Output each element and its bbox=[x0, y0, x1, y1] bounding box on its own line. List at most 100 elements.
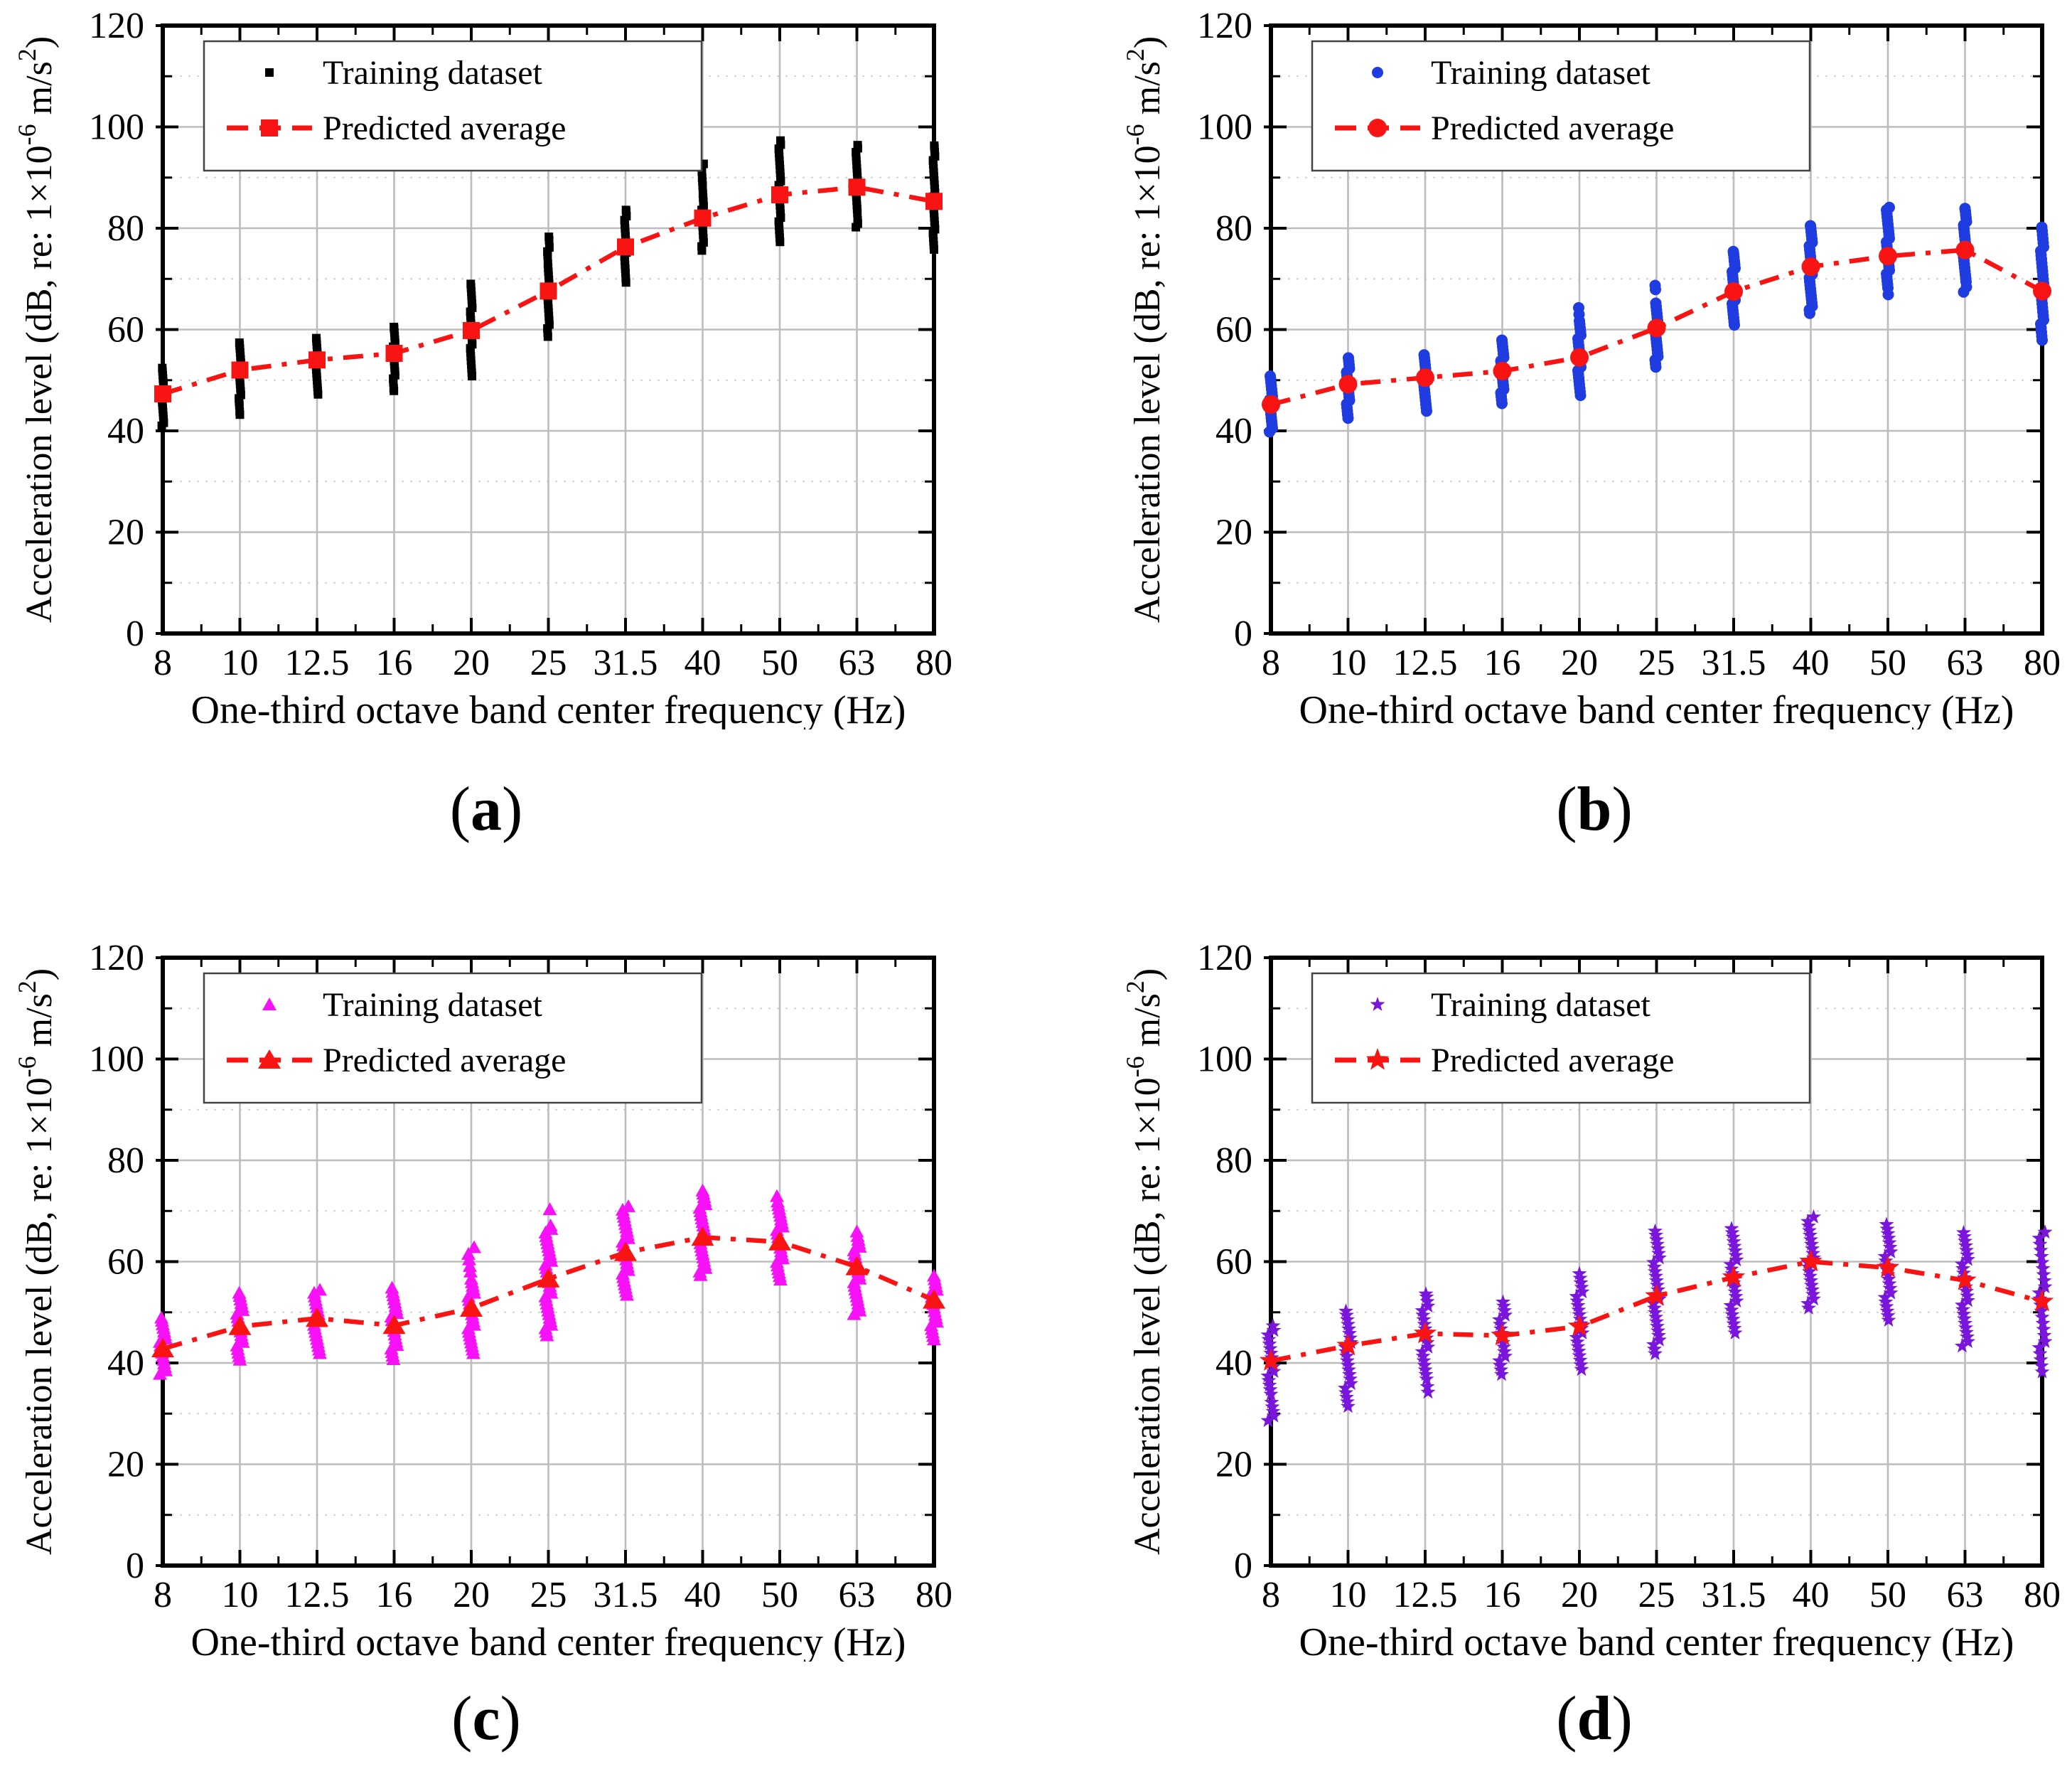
predicted-marker bbox=[1879, 247, 1897, 266]
chart-b: 0 20 40 60 80 100 120 8 10 12.5 16 20 25 31.5 40 50 63 80… bbox=[1121, 6, 2061, 729]
training-point bbox=[2033, 1242, 2049, 1257]
x-tick-label: 50 bbox=[761, 1575, 798, 1615]
training-point bbox=[1960, 1251, 1975, 1266]
training-point bbox=[616, 1202, 630, 1216]
predicted-marker bbox=[1336, 1333, 1360, 1356]
x-tick-label: 16 bbox=[376, 643, 413, 683]
training-point bbox=[1418, 349, 1430, 361]
predicted-marker bbox=[694, 209, 712, 227]
training-point bbox=[461, 1321, 476, 1335]
training-point bbox=[1260, 1368, 1276, 1383]
y-tick-label: 80 bbox=[1215, 1140, 1252, 1181]
x-tick-label: 8 bbox=[1262, 1575, 1280, 1615]
training-point bbox=[1806, 1250, 1821, 1265]
x-tick-label: 25 bbox=[1638, 643, 1675, 683]
training-point bbox=[1880, 1307, 1896, 1322]
predicted-marker bbox=[1801, 257, 1820, 277]
training-point bbox=[1571, 1302, 1587, 1317]
predicted-marker bbox=[1955, 240, 1975, 260]
training-point bbox=[1492, 1312, 1507, 1327]
training-point bbox=[2032, 1346, 2048, 1361]
training-point bbox=[1498, 1348, 1513, 1363]
training-point bbox=[1493, 1362, 1508, 1376]
training-point bbox=[1496, 1339, 1511, 1354]
panel-b: 0 20 40 60 80 100 120 8 10 12.5 16 20 25 31.5 40 50 63 80… bbox=[1118, 4, 2072, 845]
training-point bbox=[1574, 1284, 1590, 1299]
predicted-marker bbox=[463, 321, 480, 339]
training-point bbox=[390, 322, 399, 331]
y-axis-title: Acceleration level (dB, re: 1×10-6 m/s2) bbox=[13, 968, 60, 1555]
training-point bbox=[1340, 1394, 1355, 1408]
training-point bbox=[1882, 1239, 1898, 1254]
training-point bbox=[1372, 67, 1383, 78]
predicted-marker bbox=[540, 282, 557, 300]
training-point bbox=[1806, 1291, 1821, 1306]
training-point bbox=[1420, 1339, 1436, 1354]
predicted-marker bbox=[614, 1241, 637, 1261]
x-tick-label: 40 bbox=[685, 643, 721, 683]
training-point bbox=[2031, 1230, 2047, 1245]
y-axis-title: Acceleration level (dB, re: 1×10-6 m/s2) bbox=[13, 36, 60, 623]
training-point bbox=[1649, 1314, 1664, 1329]
training-point bbox=[1496, 1335, 1510, 1349]
training-point bbox=[927, 1268, 941, 1282]
panel-cell-a: 0 20 40 60 80 100 120 8 10 12.5 16 20 25 31.5 40 50 63 80… bbox=[0, 0, 1036, 891]
training-point bbox=[1960, 1288, 1975, 1303]
training-point bbox=[1340, 1312, 1355, 1327]
y-tick-label: 40 bbox=[1215, 1343, 1252, 1384]
training-point bbox=[1960, 1334, 1975, 1348]
predicted-marker bbox=[261, 119, 278, 137]
training-point bbox=[1958, 1238, 1973, 1253]
panel-a: 0 20 40 60 80 100 120 8 10 12.5 16 20 25 31.5 40 50 63 80… bbox=[10, 4, 1036, 845]
predicted-marker bbox=[1567, 1314, 1591, 1337]
legend-label-predicted: Predicted average bbox=[1431, 109, 1674, 147]
training-point bbox=[853, 141, 862, 150]
training-point bbox=[1570, 1339, 1586, 1354]
training-point bbox=[1415, 1348, 1431, 1363]
paren-close: ) bbox=[502, 775, 523, 844]
y-tick-label: 20 bbox=[107, 513, 144, 553]
training-point bbox=[1341, 1362, 1356, 1376]
paren-close: ) bbox=[1611, 775, 1633, 844]
training-point bbox=[1877, 1248, 1893, 1263]
training-point bbox=[1650, 1278, 1665, 1292]
paren-open: ( bbox=[1556, 1684, 1577, 1753]
predicted-marker bbox=[2033, 282, 2051, 301]
training-point bbox=[1417, 1357, 1432, 1372]
training-point bbox=[1261, 1332, 1277, 1347]
training-point bbox=[1652, 1250, 1667, 1265]
training-point bbox=[698, 189, 707, 198]
chart-a: 0 20 40 60 80 100 120 8 10 12.5 16 20 25 31.5 40 50 63 80… bbox=[13, 6, 952, 729]
training-point bbox=[1729, 1293, 1744, 1307]
training-point bbox=[1266, 1322, 1282, 1337]
training-point bbox=[1960, 1293, 1975, 1307]
x-tick-label: 50 bbox=[1869, 1575, 1906, 1615]
training-point bbox=[1497, 1303, 1512, 1317]
training-point bbox=[1729, 1252, 1744, 1267]
x-tick-label: 12.5 bbox=[1393, 1575, 1458, 1615]
x-tick-label: 80 bbox=[916, 1575, 952, 1615]
training-point bbox=[1262, 1377, 1277, 1392]
training-point bbox=[1882, 1280, 1898, 1295]
training-point bbox=[1338, 1380, 1353, 1395]
predicted-marker bbox=[1645, 1283, 1668, 1306]
training-point bbox=[1960, 1329, 1975, 1344]
training-point bbox=[1958, 1315, 1972, 1330]
training-point bbox=[1724, 1302, 1739, 1317]
training-point bbox=[1881, 1271, 1896, 1286]
x-tick-label: 12.5 bbox=[1393, 643, 1458, 683]
training-point bbox=[1879, 1216, 1894, 1231]
training-point bbox=[1879, 1303, 1895, 1318]
x-tick-label: 31.5 bbox=[1702, 643, 1766, 683]
training-point bbox=[542, 1202, 557, 1216]
training-point bbox=[1262, 1336, 1277, 1351]
training-point bbox=[1574, 1279, 1589, 1294]
y-tick-label: 100 bbox=[89, 107, 144, 148]
training-point bbox=[1648, 1305, 1663, 1320]
training-point bbox=[1956, 1224, 1971, 1239]
training-point bbox=[1569, 1293, 1585, 1307]
predicted-marker bbox=[617, 238, 634, 256]
y-tick-label: 120 bbox=[1197, 6, 1252, 46]
training-point bbox=[1802, 1223, 1817, 1237]
training-point bbox=[1341, 1398, 1356, 1413]
